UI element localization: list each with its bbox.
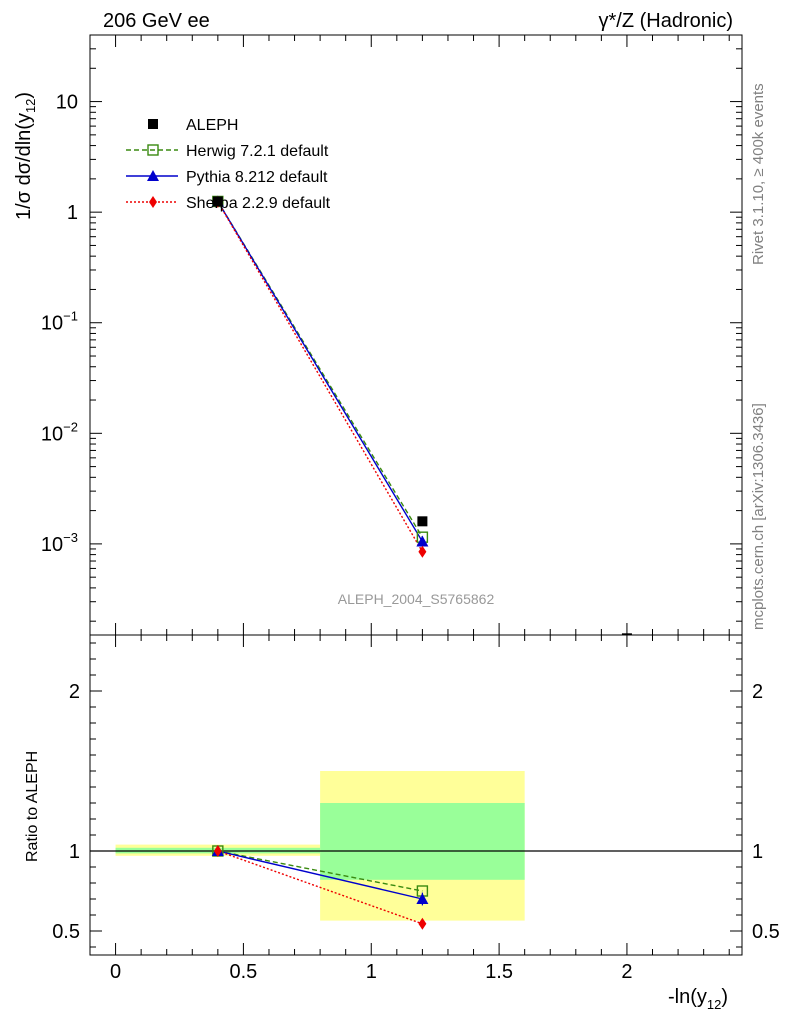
x-tick-label: 1.5 — [485, 961, 513, 983]
main-point-aleph — [212, 196, 223, 207]
legend-marker-sherpa — [149, 196, 157, 208]
main-plot — [211, 195, 632, 635]
ratio-ylabel: Ratio to ALEPH — [24, 751, 41, 862]
x-tick-label: 0.5 — [230, 961, 258, 983]
y-tick-label: 1 — [67, 202, 78, 224]
ratio-frame — [89, 634, 743, 956]
ratio-plot — [90, 845, 742, 930]
ratio-y-tick-label: 1 — [69, 841, 80, 863]
axes: 0 0.5 1 1.5 2 10−3 10−2 10−1 1 10 0.5 0.5 1 1 2 2 — [41, 34, 780, 983]
y-tick-label: 10−1 — [41, 309, 78, 335]
analysis-watermark: ALEPH_2004_S5765862 — [338, 591, 495, 607]
ratio-line-herwig — [217, 850, 423, 892]
ratio-y-tick-label-right: 1 — [752, 841, 763, 863]
legend-marker-aleph — [148, 119, 158, 129]
legend-marker-pythia — [147, 170, 159, 181]
x-tick-label: 0 — [110, 961, 121, 983]
legend-label-pythia: Pythia 8.212 default — [186, 169, 328, 186]
main-point-aleph — [417, 516, 428, 527]
main-line-sherpa — [217, 201, 423, 553]
legend-label-aleph: ALEPH — [186, 117, 238, 134]
legend-label-herwig: Herwig 7.2.1 default — [186, 143, 329, 160]
ratio-point-sherpa — [213, 845, 222, 857]
legend-label-sherpa: Sherpa 2.2.9 default — [186, 195, 331, 212]
main-line-pythia — [217, 201, 423, 542]
ratio-point-pythia — [416, 893, 429, 904]
y-tick-label: 10 — [56, 92, 78, 114]
legend-marker-herwig — [147, 144, 159, 156]
y-tick-label: 10−3 — [41, 530, 78, 556]
rivet-label: Rivet 3.1.10, ≥ 400k events — [750, 83, 767, 265]
main-point-sherpa — [418, 545, 427, 558]
main-ylabel: 1/σ dσ/dln(y12) — [13, 92, 38, 220]
ratio-y-tick-label: 0.5 — [52, 921, 80, 943]
header-right: γ*/Z (Hadronic) — [599, 10, 733, 32]
ratio-y-tick-label: 2 — [69, 681, 80, 703]
x-tick-label: 1 — [366, 961, 377, 983]
ratio-bands — [115, 771, 525, 921]
mcplots-label: mcplots.cern.ch [arXiv:1306.3436] — [750, 403, 767, 630]
legend: ALEPH Herwig 7.2.1 default Pythia 8.212 de… — [126, 117, 331, 212]
ratio-point-sherpa — [418, 917, 427, 930]
ratio-line-pythia — [217, 850, 423, 900]
ratio-y-tick-label-right: 0.5 — [752, 921, 780, 943]
x-tick-label: 2 — [621, 961, 632, 983]
ratio-y-tick-label-right: 2 — [752, 681, 763, 703]
y-tick-label: 10−2 — [41, 419, 78, 445]
ratio-xlabel: -ln(y12) — [668, 986, 728, 1012]
header-left: 206 GeV ee — [103, 10, 210, 32]
main-point-pythia — [416, 535, 429, 547]
ratio-line-sherpa — [217, 850, 423, 925]
ratio-band-green — [320, 803, 525, 880]
